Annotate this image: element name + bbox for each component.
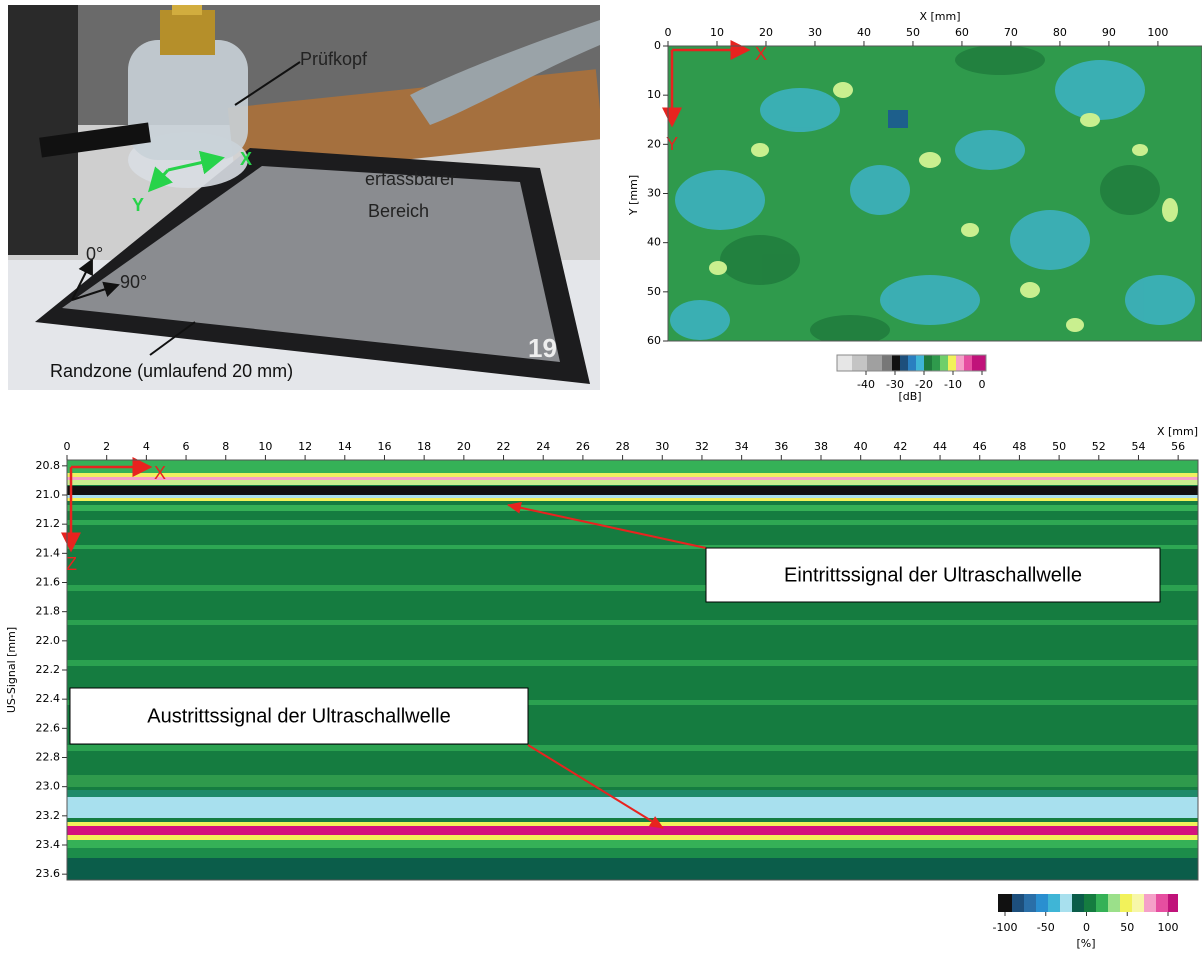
x-tick-label: 36 (774, 440, 788, 453)
y-tick-label: 23.0 (36, 780, 61, 793)
colorbar-tick-label: 100 (1158, 921, 1179, 934)
x-tick-label: 10 (258, 440, 272, 453)
y-tick-label: 50 (647, 285, 661, 298)
x-tick-label: 4 (143, 440, 150, 453)
c-scan-image (668, 45, 1202, 345)
x-tick-label: 12 (298, 440, 312, 453)
colorbar-tick-label: -40 (857, 378, 875, 391)
y-axis-label: US-Signal [mm] (5, 627, 18, 713)
annotation: Austrittssignal der Ultraschallwelle (147, 705, 450, 727)
x-tick-label: 90 (1102, 26, 1116, 39)
x-tick-label: 0 (64, 440, 71, 453)
x-tick-label: 50 (1052, 440, 1066, 453)
colorbar-tick-label: 50 (1120, 921, 1134, 934)
x-tick-label: 34 (735, 440, 749, 453)
x-tick-label: 16 (377, 440, 391, 453)
edge-label: Randzone (umlaufend 20 mm) (50, 361, 293, 381)
y-tick-label: 23.4 (36, 838, 61, 851)
x-tick-label: 30 (808, 26, 822, 39)
y-tick-label: 0 (654, 39, 661, 52)
colorbar-tick-label: -10 (944, 378, 962, 391)
x-tick-label: 26 (576, 440, 590, 453)
x-tick-label: 30 (655, 440, 669, 453)
x-tick-label: 40 (857, 26, 871, 39)
x-tick-label: 38 (814, 440, 828, 453)
y-tick-label: 20.8 (36, 459, 61, 472)
x-tick-label: 46 (973, 440, 987, 453)
photo-axis-x: X (240, 149, 252, 169)
y-tick-label: 23.6 (36, 867, 61, 880)
x-tick-label: 24 (536, 440, 550, 453)
x-tick-label: 6 (183, 440, 190, 453)
colorbar-tick-label: -100 (993, 921, 1018, 934)
x-tick-label: 56 (1171, 440, 1185, 453)
y-tick-label: 22.8 (36, 751, 61, 764)
x-tick-label: 40 (854, 440, 868, 453)
x-tick-label: 32 (695, 440, 709, 453)
y-tick-label: 23.2 (36, 809, 61, 822)
y-tick-label: 22.2 (36, 663, 61, 676)
y-tick-label: 40 (647, 236, 661, 249)
x-tick-label: 20 (759, 26, 773, 39)
y-tick-label: 10 (647, 88, 661, 101)
axis-arrow-label: X (154, 463, 166, 483)
sample-number: 19 (528, 333, 557, 363)
x-tick-label: 42 (893, 440, 907, 453)
axis-arrow-label: X (755, 44, 767, 64)
y-tick-label: 22.0 (36, 634, 61, 647)
probe-label: Prüfkopf (300, 49, 368, 69)
y-tick-label: 20 (647, 137, 661, 150)
annotation: Eintrittssignal der Ultraschallwelle (784, 564, 1082, 586)
x-axis-label: X [mm] (1157, 425, 1198, 438)
photo: Prüfkopf X Y erfassbarer Bereich 0° 90° … (8, 0, 603, 390)
colorbar (998, 894, 1178, 912)
x-tick-label: 100 (1147, 26, 1168, 39)
x-tick-label: 2 (103, 440, 110, 453)
y-tick-label: 21.2 (36, 517, 61, 530)
y-tick-label: 30 (647, 187, 661, 200)
x-tick-label: 14 (338, 440, 352, 453)
colorbar (837, 355, 986, 371)
colorbar-tick-label: 0 (979, 378, 986, 391)
figure: Prüfkopf X Y erfassbarer Bereich 0° 90° … (0, 0, 1202, 956)
x-tick-label: 8 (222, 440, 229, 453)
y-tick-label: 21.0 (36, 488, 61, 501)
angle-label: 0° (86, 244, 103, 264)
y-tick-label: 22.6 (36, 721, 61, 734)
colorbar-tick-label: -50 (1037, 921, 1055, 934)
x-axis-label: X [mm] (919, 10, 960, 23)
x-tick-label: 48 (1012, 440, 1026, 453)
x-tick-label: 18 (417, 440, 431, 453)
x-tick-label: 0 (665, 26, 672, 39)
y-tick-label: 60 (647, 334, 661, 347)
colorbar-label: [%] (1076, 937, 1095, 950)
x-tick-label: 80 (1053, 26, 1067, 39)
angle-label: 90° (120, 272, 147, 292)
x-tick-label: 10 (710, 26, 724, 39)
x-tick-label: 50 (906, 26, 920, 39)
colorbar-label: [dB] (898, 390, 921, 403)
photo-axis-y: Y (132, 195, 144, 215)
x-tick-label: 52 (1092, 440, 1106, 453)
x-tick-label: 28 (616, 440, 630, 453)
axis-arrow-label: Z (66, 554, 77, 574)
area-label: erfassbarer (365, 169, 456, 189)
x-tick-label: 70 (1004, 26, 1018, 39)
y-tick-label: 21.6 (36, 576, 61, 589)
y-tick-label: 21.4 (36, 546, 61, 559)
b-scan-image (67, 460, 1198, 880)
x-tick-label: 20 (457, 440, 471, 453)
y-tick-label: 22.4 (36, 692, 61, 705)
area-label: Bereich (368, 201, 429, 221)
y-tick-label: 21.8 (36, 605, 61, 618)
x-tick-label: 60 (955, 26, 969, 39)
colorbar-tick-label: 0 (1083, 921, 1090, 934)
y-axis-label: Y [mm] (627, 175, 640, 216)
x-tick-label: 54 (1131, 440, 1145, 453)
x-tick-label: 44 (933, 440, 947, 453)
x-tick-label: 22 (497, 440, 511, 453)
